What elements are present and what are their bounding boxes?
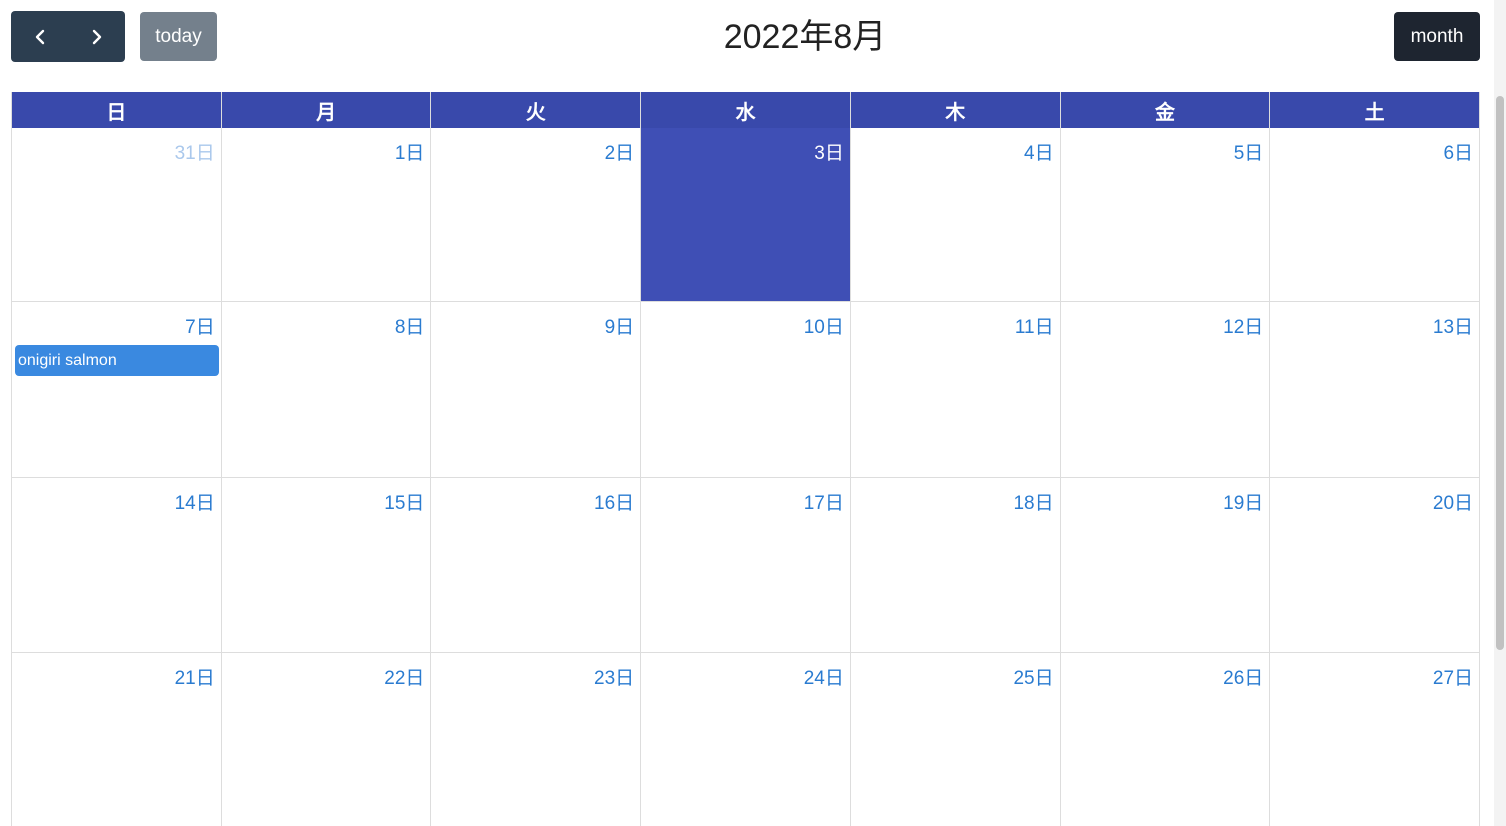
day-cell[interactable]: 8日 [222, 302, 432, 477]
day-cell[interactable]: 5日 [1061, 128, 1271, 301]
day-number[interactable]: 17日 [803, 493, 844, 514]
day-number[interactable]: 27日 [1432, 668, 1474, 689]
calendar-title: 2022年8月 [723, 18, 887, 56]
day-number[interactable]: 13日 [1432, 317, 1474, 338]
week-row: 14日 15日 16日 17日 18日 19日 20日 [12, 478, 1481, 653]
day-cell[interactable]: 13日 [1270, 302, 1481, 477]
day-cell[interactable]: 10日 [641, 302, 851, 477]
day-number[interactable]: 5日 [1233, 143, 1264, 164]
day-number[interactable]: 18日 [1013, 493, 1054, 514]
week-row: 7日 onigiri salmon 8日 9日 10日 11日 12日 13日 [12, 302, 1481, 478]
day-number[interactable]: 19日 [1223, 493, 1264, 514]
day-number[interactable]: 9日 [604, 317, 635, 338]
day-cell[interactable]: 22日 [222, 653, 432, 826]
scrollbar-thumb[interactable] [1496, 96, 1504, 650]
day-cell[interactable]: 24日 [641, 653, 851, 826]
day-number[interactable]: 24日 [803, 668, 844, 689]
week-row: 21日 22日 23日 24日 25日 26日 27日 [12, 653, 1481, 826]
today-button[interactable]: today [140, 12, 217, 61]
day-cell[interactable]: 11日 [851, 302, 1061, 477]
day-cell[interactable]: 2日 [431, 128, 642, 301]
day-number[interactable]: 3日 [814, 143, 844, 164]
day-cell[interactable]: 6日 [1270, 128, 1481, 301]
day-cell[interactable]: 9日 [431, 302, 642, 477]
day-cell[interactable]: 16日 [431, 478, 642, 652]
calendar-event[interactable]: onigiri salmon [15, 345, 219, 376]
day-cell[interactable]: 25日 [851, 653, 1061, 826]
day-number[interactable]: 20日 [1432, 493, 1474, 514]
weekday-header: 金 [1060, 92, 1271, 128]
day-number[interactable]: 23日 [594, 668, 635, 689]
weekday-header: 木 [850, 92, 1061, 128]
day-number[interactable]: 1日 [394, 143, 425, 164]
vertical-scrollbar[interactable] [1494, 0, 1506, 826]
day-number[interactable]: 15日 [384, 493, 425, 514]
next-button[interactable] [68, 11, 125, 62]
day-cell[interactable]: 27日 [1270, 653, 1481, 826]
day-number[interactable]: 2日 [604, 143, 635, 164]
day-cell[interactable]: 26日 [1061, 653, 1271, 826]
day-number[interactable]: 14日 [174, 493, 215, 514]
month-view-button[interactable]: month [1394, 12, 1480, 61]
day-number[interactable]: 12日 [1223, 317, 1264, 338]
calendar-toolbar: today 2022年8月 month [0, 0, 1494, 80]
day-cell[interactable]: 19日 [1061, 478, 1271, 652]
day-number[interactable]: 21日 [174, 668, 215, 689]
weekday-header: 水 [641, 92, 851, 128]
day-number[interactable]: 7日 [185, 317, 215, 338]
day-cell-today[interactable]: 3日 [641, 128, 851, 301]
weekday-header: 土 [1270, 92, 1481, 128]
day-number[interactable]: 22日 [384, 668, 425, 689]
day-number[interactable]: 26日 [1223, 668, 1264, 689]
day-cell[interactable]: 15日 [222, 478, 432, 652]
weekday-header: 日 [12, 92, 222, 128]
day-cell[interactable]: 31日 [12, 128, 222, 301]
prev-next-button-group [11, 11, 125, 62]
day-number[interactable]: 8日 [394, 317, 425, 338]
day-number[interactable]: 4日 [1024, 143, 1054, 164]
day-cell[interactable]: 20日 [1270, 478, 1481, 652]
day-cell[interactable]: 17日 [641, 478, 851, 652]
week-row: 31日 1日 2日 3日 4日 5日 6日 [12, 128, 1481, 302]
day-cell[interactable]: 14日 [12, 478, 222, 652]
month-grid: 日 月 火 水 木 金 土 31日 1日 2日 3日 4日 5日 6日 7日 o… [11, 92, 1481, 826]
chevron-right-icon [92, 29, 101, 44]
weekday-header: 月 [221, 92, 432, 128]
day-cell[interactable]: 18日 [851, 478, 1061, 652]
prev-button[interactable] [11, 11, 68, 62]
weekday-header: 火 [431, 92, 642, 128]
day-cell[interactable]: 23日 [431, 653, 642, 826]
day-number[interactable]: 16日 [594, 493, 635, 514]
day-number[interactable]: 31日 [174, 143, 215, 164]
day-number[interactable]: 11日 [1014, 317, 1054, 338]
day-cell[interactable]: 1日 [222, 128, 432, 301]
chevron-left-icon [35, 29, 44, 44]
weekday-header-row: 日 月 火 水 木 金 土 [12, 92, 1481, 128]
day-cell[interactable]: 12日 [1061, 302, 1271, 477]
day-number[interactable]: 10日 [803, 317, 844, 338]
day-cell[interactable]: 4日 [851, 128, 1061, 301]
day-cell[interactable]: 7日 onigiri salmon [12, 302, 222, 477]
day-number[interactable]: 25日 [1013, 668, 1054, 689]
day-number[interactable]: 6日 [1443, 143, 1474, 164]
day-cell[interactable]: 21日 [12, 653, 222, 826]
